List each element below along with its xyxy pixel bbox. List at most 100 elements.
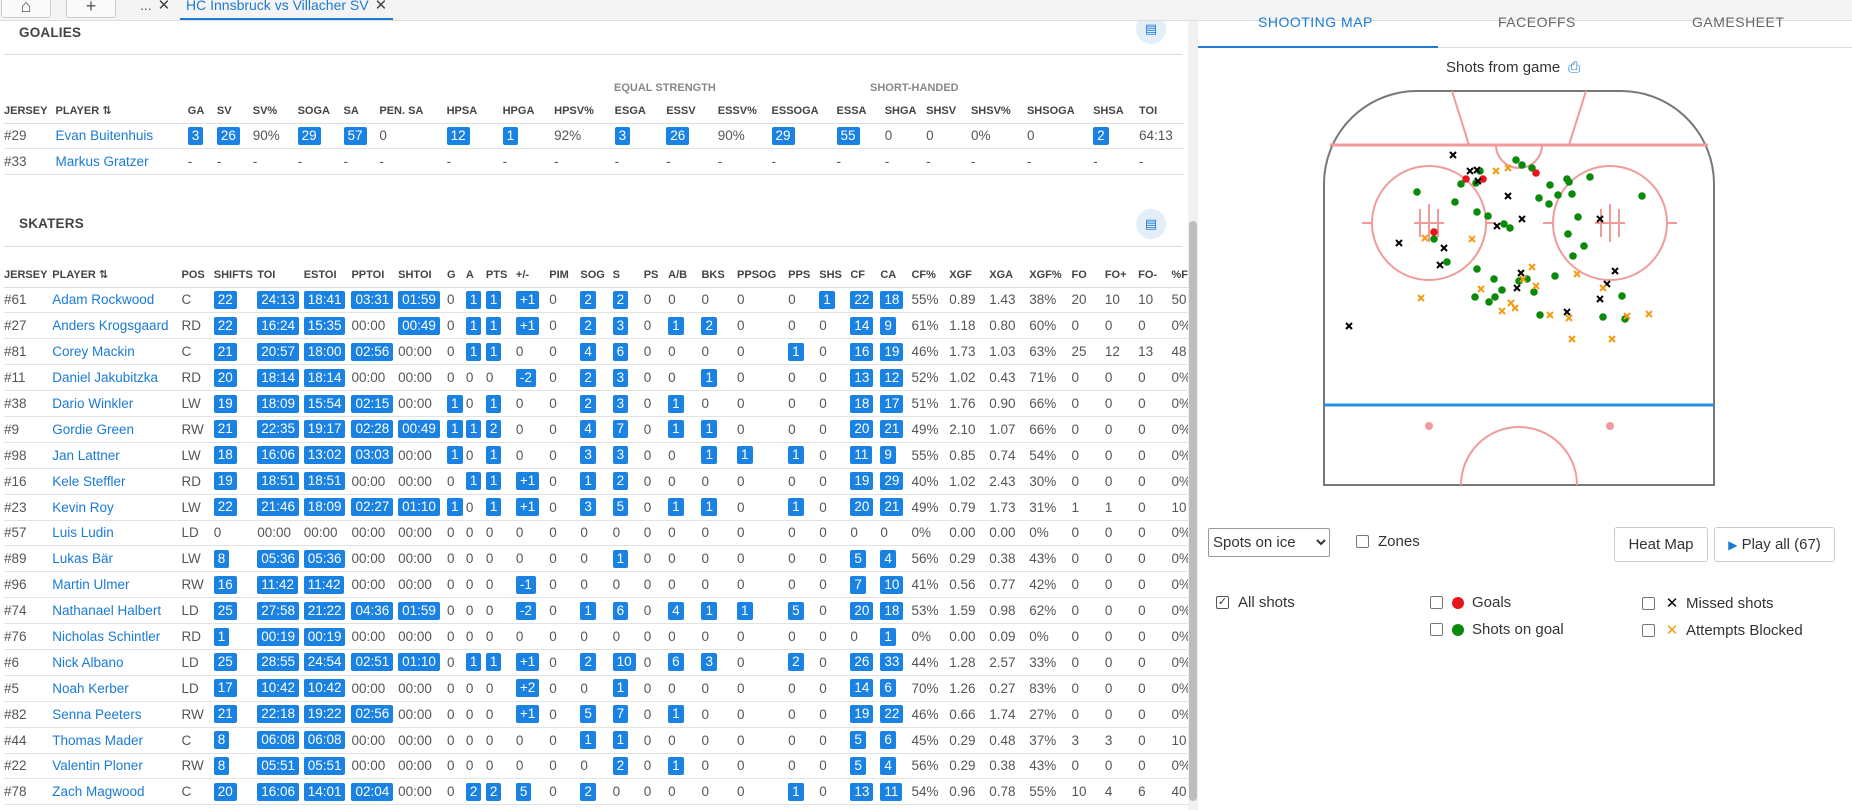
stat-pill[interactable]: 2	[580, 653, 596, 672]
stat-pill[interactable]: 1	[485, 394, 502, 413]
shot-on-goal-marker[interactable]	[1484, 212, 1492, 220]
close-icon[interactable]: ✕	[374, 0, 388, 14]
blocked-shot-marker[interactable]	[1565, 314, 1573, 322]
shot-on-goal-marker[interactable]	[1530, 288, 1538, 296]
blocked-shot-marker[interactable]	[1468, 235, 1476, 243]
goals-checkbox[interactable]: Goals	[1430, 594, 1511, 611]
blocked-shot-marker[interactable]	[1573, 270, 1581, 278]
stat-pill[interactable]: +1	[515, 705, 540, 724]
stat-pill[interactable]: 2	[580, 394, 596, 413]
shot-on-goal-marker[interactable]	[1500, 220, 1508, 228]
stat-pill[interactable]: 01:59	[398, 601, 440, 620]
goal-marker[interactable]	[1532, 169, 1540, 177]
stat-pill[interactable]: 1	[485, 316, 502, 335]
stat-pill[interactable]: 3	[612, 394, 629, 413]
tab-shooting-map[interactable]: SHOOTING MAP	[1258, 14, 1373, 30]
tab-gamesheet[interactable]: GAMESHEET	[1692, 14, 1785, 30]
stat-pill[interactable]: 1	[580, 601, 596, 620]
stat-pill[interactable]: 5	[612, 498, 629, 517]
stat-pill[interactable]: 17	[213, 679, 237, 698]
shot-on-goal-marker[interactable]	[1563, 175, 1571, 183]
shot-on-goal-marker[interactable]	[1580, 242, 1588, 250]
stat-pill[interactable]: 10	[612, 653, 636, 672]
stat-pill[interactable]: 12	[446, 126, 470, 145]
stat-pill[interactable]: 02:56	[351, 705, 394, 724]
stat-pill[interactable]: 1	[485, 290, 502, 309]
stat-pill[interactable]: 02:27	[351, 498, 394, 517]
stat-pill[interactable]: 21	[880, 498, 904, 517]
shot-on-goal-marker[interactable]	[1457, 180, 1465, 188]
play-all-button[interactable]: ▶ Play all (67)	[1714, 527, 1835, 562]
stat-pill[interactable]: 1	[701, 498, 717, 517]
player-link[interactable]: Kevin Roy	[52, 494, 182, 521]
stat-pill[interactable]: 21:46	[257, 498, 300, 517]
stat-pill[interactable]: 1	[788, 342, 804, 361]
blocked-checkbox[interactable]: ✕ Attempts Blocked	[1642, 621, 1803, 639]
blocked-shot-marker[interactable]	[1599, 284, 1607, 292]
shot-on-goal-marker[interactable]	[1586, 173, 1594, 181]
stat-pill[interactable]: 26	[850, 653, 874, 672]
stat-pill[interactable]: 7	[850, 575, 866, 594]
stat-pill[interactable]: 8	[213, 731, 230, 750]
column-header[interactable]: PLAYER ⇅	[55, 97, 188, 124]
stat-pill[interactable]: 1	[465, 290, 482, 309]
stat-pill[interactable]: 01:10	[398, 653, 440, 672]
checkbox[interactable]: ✓	[1216, 596, 1229, 609]
stat-pill[interactable]: 18	[880, 290, 904, 309]
stat-pill[interactable]: 10	[880, 575, 904, 594]
stat-pill[interactable]: 24:54	[303, 653, 346, 672]
stat-pill[interactable]: 18:14	[303, 368, 346, 387]
stat-pill[interactable]: 2	[485, 782, 502, 801]
stat-pill[interactable]: 25	[213, 653, 237, 672]
stat-pill[interactable]: 9	[880, 446, 896, 465]
player-link[interactable]: Gordie Green	[52, 416, 182, 443]
stat-pill[interactable]: +1	[515, 653, 540, 672]
stat-pill[interactable]: 14	[850, 679, 874, 698]
stat-pill[interactable]: 19:22	[303, 705, 346, 724]
scrollbar-thumb[interactable]	[1189, 221, 1197, 801]
stat-pill[interactable]: 5	[515, 782, 532, 801]
stat-pill[interactable]: 22	[213, 290, 237, 309]
stat-pill[interactable]: 1	[668, 420, 684, 439]
stat-pill[interactable]: 3	[612, 446, 629, 465]
blocked-shot-marker[interactable]	[1532, 282, 1540, 290]
stat-pill[interactable]: 1	[485, 342, 502, 361]
stat-pill[interactable]: 5	[850, 549, 866, 568]
glossary-button[interactable]: ▤	[1136, 209, 1166, 239]
stat-pill[interactable]: 1	[737, 601, 753, 620]
stat-pill[interactable]: 4	[668, 601, 684, 620]
stat-pill[interactable]: 5	[850, 731, 866, 750]
missed-shot-marker[interactable]	[1345, 322, 1353, 330]
player-link[interactable]: Dario Winkler	[52, 390, 182, 417]
stat-pill[interactable]: 1	[668, 394, 684, 413]
stat-pill[interactable]: 1	[701, 446, 717, 465]
player-link[interactable]: Kele Steffler	[52, 468, 182, 495]
stat-pill[interactable]: 00:49	[398, 420, 440, 439]
stat-pill[interactable]: 6	[612, 342, 629, 361]
goal-marker[interactable]	[1479, 175, 1487, 183]
stat-pill[interactable]: 1	[465, 316, 482, 335]
blocked-shot-marker[interactable]	[1504, 164, 1512, 172]
checkbox[interactable]	[1430, 623, 1443, 636]
stat-pill[interactable]: 1	[465, 342, 482, 361]
stat-pill[interactable]: 18:00	[303, 342, 346, 361]
stat-pill[interactable]: 1	[880, 627, 896, 646]
stat-pill[interactable]: 3	[580, 498, 596, 517]
blocked-shot-marker[interactable]	[1492, 167, 1500, 175]
stat-pill[interactable]: 29	[771, 126, 795, 145]
goal-marker[interactable]	[1430, 228, 1438, 236]
stat-pill[interactable]: 15:35	[303, 316, 346, 335]
stat-pill[interactable]: 02:28	[351, 420, 394, 439]
stat-pill[interactable]: 22:35	[257, 420, 300, 439]
stat-pill[interactable]: 20	[213, 782, 237, 801]
stat-pill[interactable]: 19	[213, 394, 237, 413]
stat-pill[interactable]: 22:18	[257, 705, 300, 724]
stat-pill[interactable]: 13	[850, 782, 874, 801]
stat-pill[interactable]: 1	[580, 472, 596, 491]
stat-pill[interactable]: 2	[612, 290, 629, 309]
stat-pill[interactable]: 1	[502, 126, 519, 145]
player-link[interactable]: Corey Mackin	[52, 338, 182, 366]
stat-pill[interactable]: 20	[213, 368, 237, 387]
stat-pill[interactable]: 1	[737, 446, 753, 465]
stat-pill[interactable]: 18:51	[303, 472, 346, 491]
